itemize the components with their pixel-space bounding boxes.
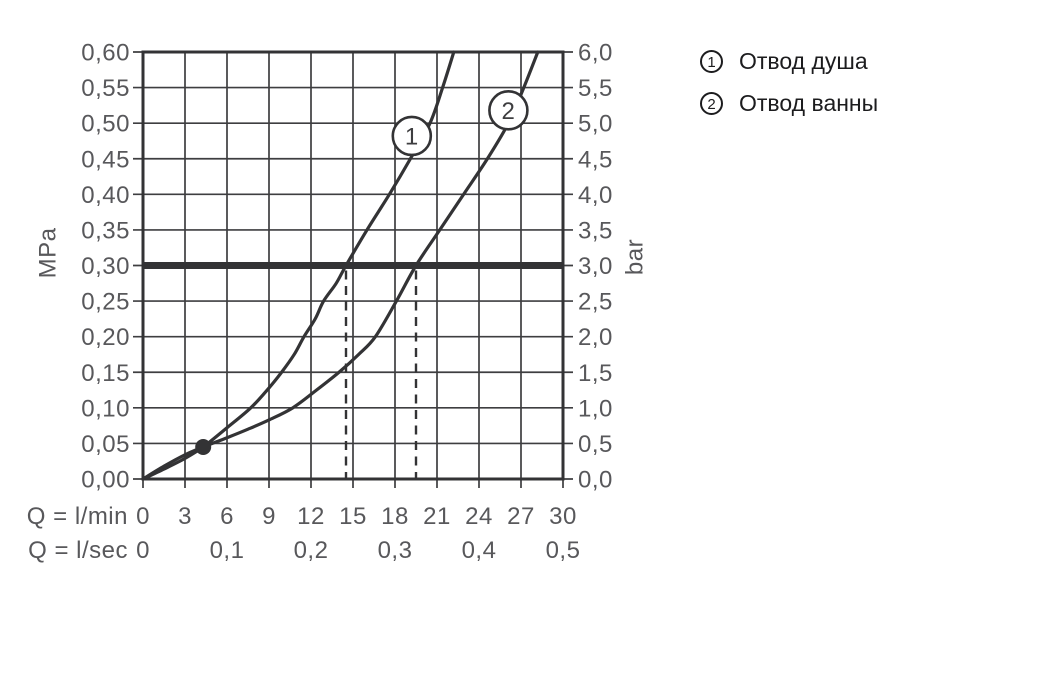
svg-text:1: 1: [405, 123, 419, 150]
svg-text:4,0: 4,0: [578, 182, 613, 209]
svg-text:4,5: 4,5: [578, 146, 613, 173]
svg-text:0,10: 0,10: [81, 395, 130, 422]
svg-text:9: 9: [262, 503, 276, 530]
legend-item-bath: 2 Отвод ванны: [700, 92, 878, 115]
svg-text:0,00: 0,00: [81, 467, 130, 494]
svg-text:1,5: 1,5: [578, 360, 613, 387]
svg-text:0,1: 0,1: [210, 537, 245, 564]
svg-text:5,0: 5,0: [578, 111, 613, 138]
svg-text:3,0: 3,0: [578, 253, 613, 280]
svg-text:2,5: 2,5: [578, 289, 613, 316]
svg-text:0,3: 0,3: [378, 537, 413, 564]
svg-text:2: 2: [501, 98, 515, 125]
svg-text:0,5: 0,5: [546, 537, 581, 564]
svg-text:24: 24: [465, 503, 493, 530]
svg-text:0: 0: [136, 537, 150, 564]
svg-text:3: 3: [178, 503, 192, 530]
legend-marker-2-number: 2: [707, 95, 716, 113]
svg-text:0,45: 0,45: [81, 146, 130, 173]
svg-text:0,55: 0,55: [81, 75, 130, 102]
x-axis-unit-lmin: Q = l/min: [27, 503, 128, 530]
x-axis-unit-lsec: Q = l/sec: [28, 537, 128, 564]
legend-label-shower: Отвод душа: [739, 48, 868, 74]
svg-text:0,35: 0,35: [81, 217, 130, 244]
svg-text:27: 27: [507, 503, 535, 530]
svg-text:0,2: 0,2: [294, 537, 329, 564]
svg-text:0,60: 0,60: [81, 40, 130, 67]
svg-text:12: 12: [297, 503, 325, 530]
y-axis-unit-mpa: MPa: [35, 227, 62, 278]
axis-labels: 0,00 0,00,05 0,50,10 1,00,15 1,50,20 2,00,25 2…: [27, 40, 649, 565]
svg-text:1,0: 1,0: [578, 395, 613, 422]
legend-marker-2-icon: 2: [700, 92, 723, 115]
svg-text:6: 6: [220, 503, 234, 530]
svg-text:3,5: 3,5: [578, 217, 613, 244]
svg-text:0,50: 0,50: [81, 111, 130, 138]
svg-text:0: 0: [136, 503, 150, 530]
svg-text:0,20: 0,20: [81, 324, 130, 351]
svg-text:0,4: 0,4: [462, 537, 497, 564]
legend-item-shower: 1 Отвод душа: [700, 50, 878, 73]
svg-text:30: 30: [549, 503, 577, 530]
svg-text:0,15: 0,15: [81, 360, 130, 387]
curve-marker-2: 2: [488, 90, 529, 131]
svg-text:6,0: 6,0: [578, 40, 613, 67]
svg-text:15: 15: [339, 503, 367, 530]
svg-text:0,5: 0,5: [578, 431, 613, 458]
curve-marker-1: 1: [391, 115, 433, 157]
operating-point-dot: [195, 438, 212, 455]
legend-label-bath: Отвод ванны: [739, 90, 879, 116]
svg-text:0,0: 0,0: [578, 467, 613, 494]
legend-marker-1-number: 1: [707, 53, 716, 71]
svg-text:21: 21: [423, 503, 451, 530]
svg-text:18: 18: [381, 503, 409, 530]
svg-text:5,5: 5,5: [578, 75, 613, 102]
legend: 1 Отвод душа 2 Отвод ванны: [700, 50, 878, 115]
svg-text:0,05: 0,05: [81, 431, 130, 458]
svg-text:0,40: 0,40: [81, 182, 130, 209]
svg-text:0,25: 0,25: [81, 289, 130, 316]
svg-text:2,0: 2,0: [578, 324, 613, 351]
svg-text:0,30: 0,30: [81, 253, 130, 280]
guide-lines: [344, 270, 418, 478]
legend-marker-1-icon: 1: [700, 50, 723, 73]
y-axis-unit-bar: bar: [622, 239, 649, 275]
